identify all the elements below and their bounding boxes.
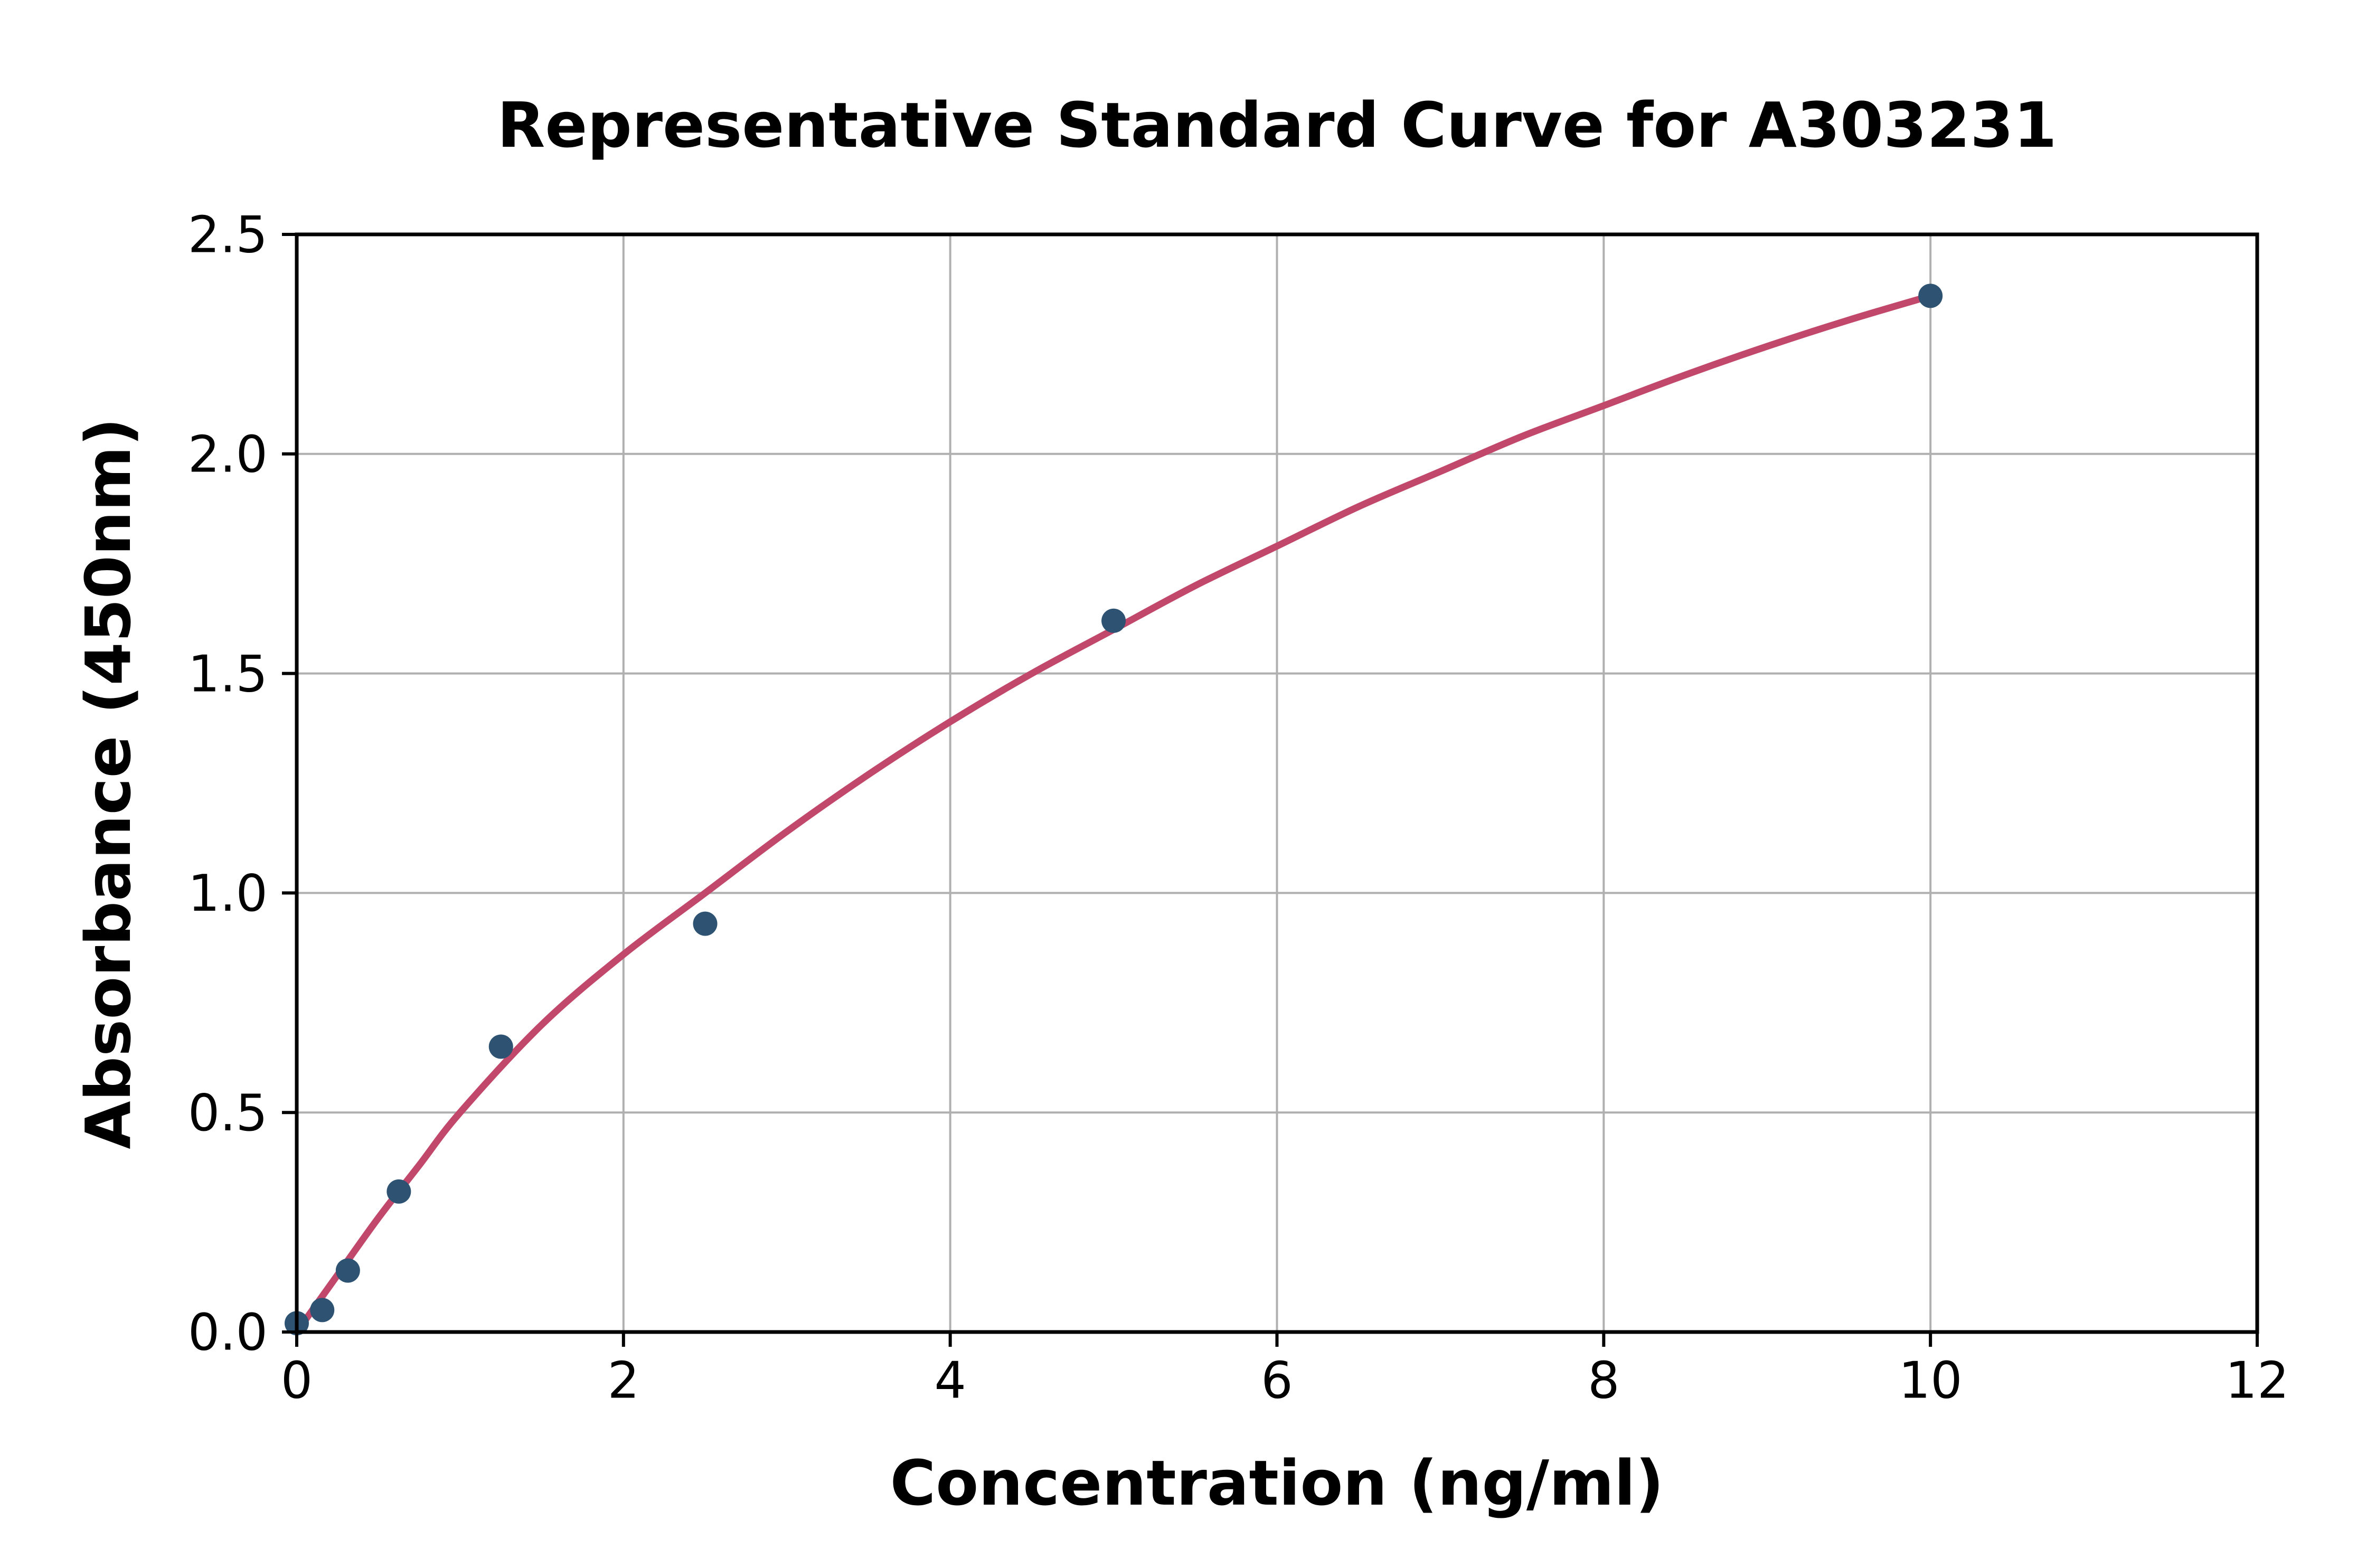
data-point-7 [1918,284,1943,308]
y-tick-label-2: 2.0 [188,426,268,484]
y-tick-label-0: 0.0 [188,1304,268,1362]
chart-title: Representative Standard Curve for A30323… [497,89,2057,162]
y-tick-label-1: 1.0 [188,865,268,923]
x-tick-label-4: 4 [934,1352,966,1410]
x-tick-label-2: 2 [608,1352,639,1410]
x-tick-label-8: 8 [1588,1352,1619,1410]
data-point-4 [488,1034,513,1059]
data-point-2 [335,1258,360,1283]
y-tick-label-2.5: 2.5 [188,206,268,265]
curve-line [293,292,1934,1336]
x-tick-label-12: 12 [2226,1352,2289,1410]
x-tick-label-10: 10 [1899,1352,1963,1410]
data-point-1 [310,1298,335,1323]
x-axis-label: Concentration (ng/ml) [890,1447,1664,1519]
x-tick-label-0: 0 [281,1352,313,1410]
data-point-5 [693,911,718,936]
y-tick-label-1.5: 1.5 [188,645,268,703]
y-tick-label-0.5: 0.5 [188,1084,268,1142]
data-point-6 [1101,608,1126,633]
data-point-3 [386,1179,411,1204]
x-tick-label-6: 6 [1261,1352,1293,1410]
